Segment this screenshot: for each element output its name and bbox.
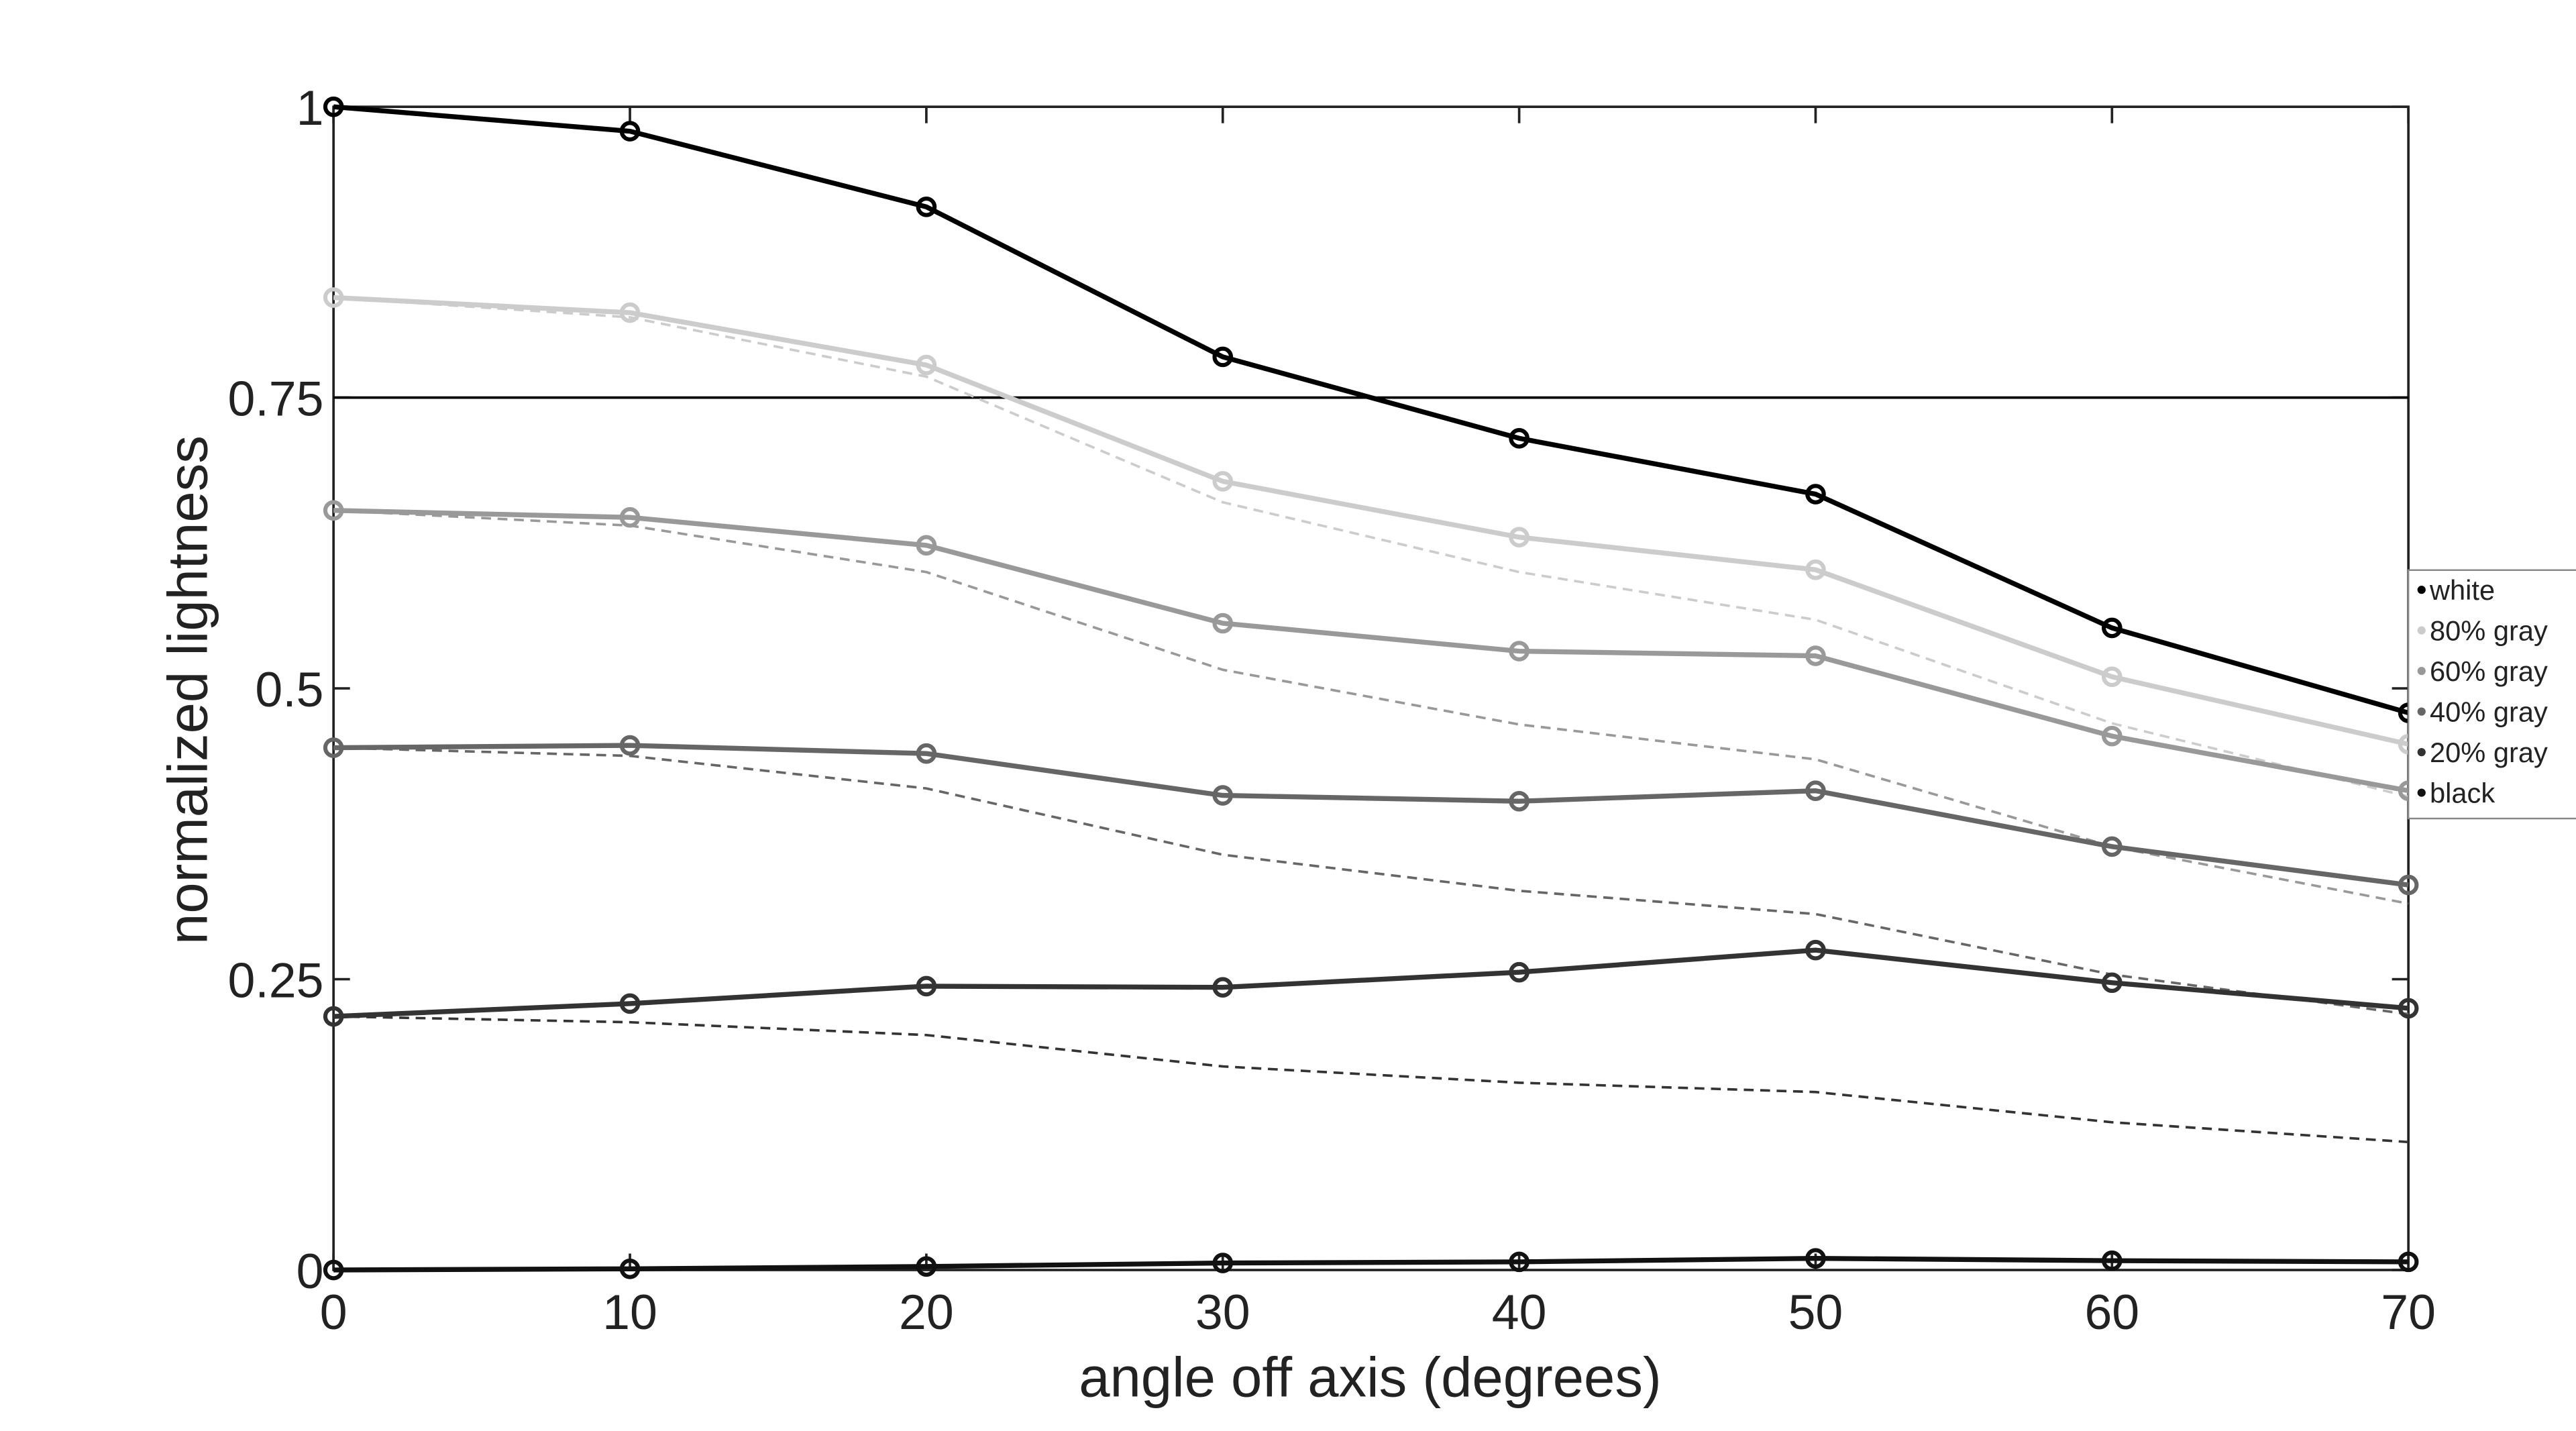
marker [1212,471,1234,492]
marker [1805,780,1826,801]
x-axis-label: angle off axis (degrees) [1079,1346,1661,1409]
marker [1509,1251,1529,1273]
legend-label: 60% gray [2430,655,2548,687]
x-tick-label: 70 [2381,1284,2436,1340]
legend-marker [2417,707,2426,716]
marker [619,302,641,323]
marker [1509,790,1529,812]
marker [1212,785,1234,806]
marker [1805,559,1826,580]
marker [2101,666,2123,688]
marker [1805,939,1826,961]
legend-label: black [2430,777,2495,808]
x-tick-label: 20 [899,1284,954,1340]
marker [323,96,344,117]
series-line [333,104,2410,716]
marker [916,354,937,376]
marker [1509,961,1529,983]
dashed-line [333,746,2409,1016]
marker [2101,617,2123,639]
marker [1805,1248,1826,1269]
legend-label: 40% gray [2430,696,2548,727]
legend-label: 80% gray [2430,615,2548,646]
marker [1212,977,1234,998]
marker [619,507,641,528]
y-tick-label: 0.5 [255,661,323,717]
dashed-line [333,1015,2409,1144]
dashed-line [333,509,2409,905]
y-tick-label: 0.75 [228,371,324,427]
x-tick-label: 60 [2084,1284,2139,1340]
marker [323,1259,344,1281]
marker [619,993,641,1014]
dashed-line [333,296,2409,798]
marker [916,196,937,217]
marker [323,1006,344,1027]
series-line [333,295,2409,747]
marker [1509,641,1529,661]
legend-label: white [2429,574,2495,606]
series-line [333,1255,2409,1273]
y-tick-label: 1 [297,80,324,136]
marker [619,121,641,142]
marker [2101,972,2123,994]
marker [1212,1253,1234,1273]
marker [2101,725,2123,747]
series-line [333,743,2409,888]
y-tick-label: 0 [297,1243,324,1299]
marker [2101,1250,2123,1271]
legend-marker [2417,586,2426,594]
marker [323,737,344,758]
legend-marker [2417,788,2426,797]
marker [2398,998,2419,1019]
marker [916,1256,937,1277]
legend-marker [2417,747,2426,757]
marker [1509,428,1529,449]
x-tick-label: 0 [320,1284,347,1340]
marker [2398,1251,2419,1273]
marker [619,1258,641,1279]
y-axis-label: normalized lightness [157,435,219,945]
marker [916,975,937,997]
marker [2398,874,2419,896]
legend-box [2407,569,2576,820]
marker [1805,484,1826,505]
marker [323,500,344,521]
marker [1805,645,1826,666]
marker [2101,836,2123,857]
marker [916,535,937,556]
marker [1212,346,1234,368]
x-tick-label: 10 [602,1284,657,1340]
legend-marker [2417,667,2426,676]
x-tick-label: 40 [1492,1284,1547,1340]
y-tick-label: 0.25 [228,952,324,1008]
x-tick-label: 50 [1788,1284,1843,1340]
legend-marker [2417,626,2426,635]
marker [1212,613,1234,634]
series-line [333,947,2409,1019]
legend-label: 20% gray [2430,737,2548,768]
series-line [333,508,2409,794]
marker [1509,527,1529,548]
x-tick-label: 30 [1195,1284,1250,1340]
marker [619,735,641,756]
marker [916,743,937,764]
marker [323,287,344,308]
